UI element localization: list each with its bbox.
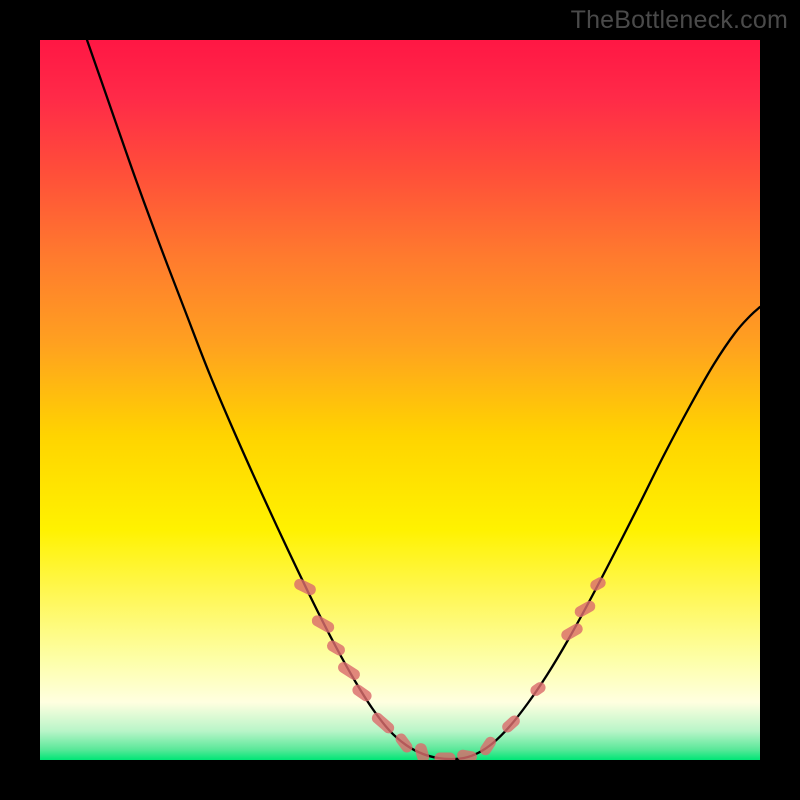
watermark-text: TheBottleneck.com xyxy=(571,6,788,35)
chart-container xyxy=(40,40,760,760)
bottleneck-chart xyxy=(40,40,760,760)
curve-marker xyxy=(435,753,456,761)
chart-background xyxy=(40,40,760,760)
